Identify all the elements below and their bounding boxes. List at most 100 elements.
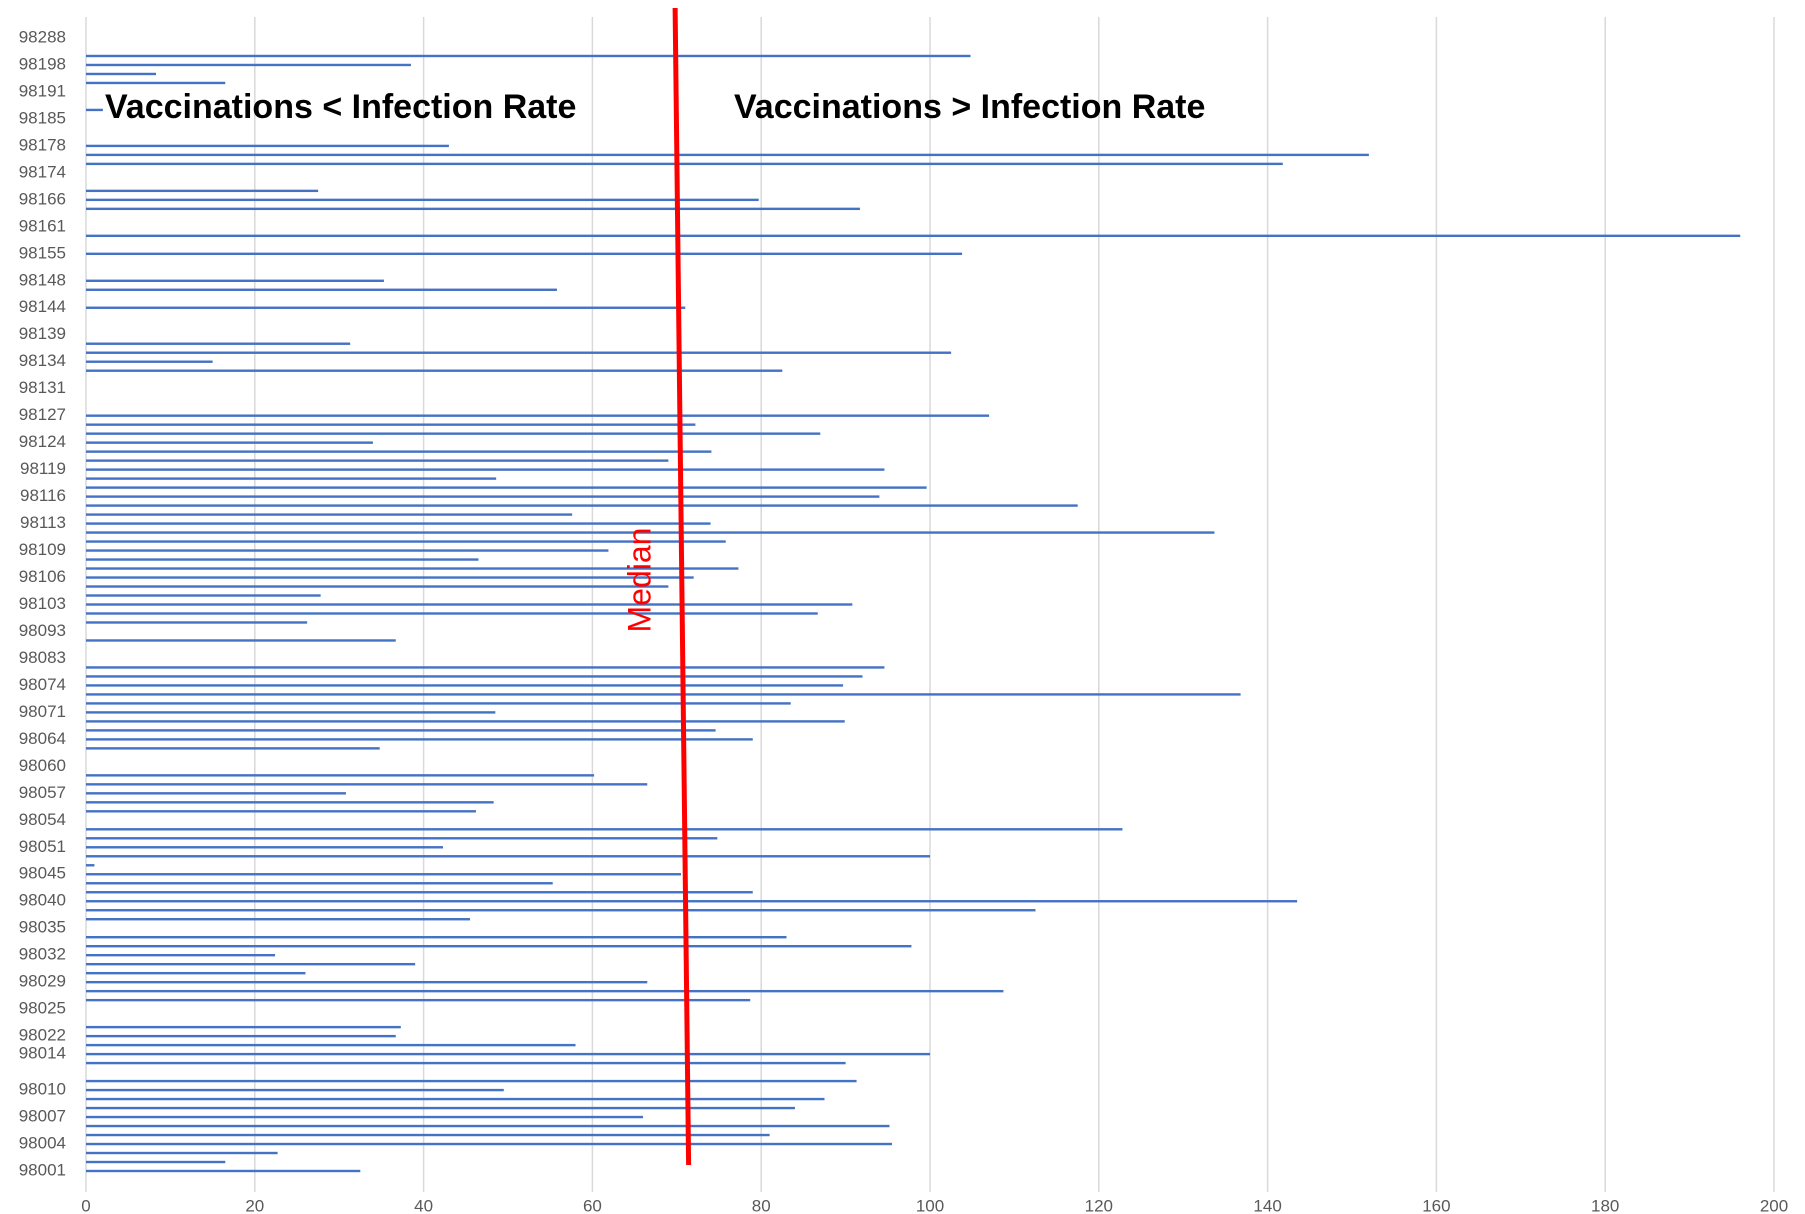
- bar: [86, 909, 1036, 912]
- y-tick-label: 98148: [19, 270, 66, 289]
- bar: [86, 639, 396, 642]
- bar: [86, 153, 1369, 157]
- bar: [86, 953, 276, 957]
- bar: [86, 1043, 576, 1047]
- x-tick-label: 0: [81, 1196, 90, 1214]
- bar: [86, 522, 711, 525]
- x-tick-label: 180: [1591, 1196, 1619, 1214]
- bar: [86, 612, 818, 615]
- bar: [86, 882, 553, 885]
- y-tick-label: 98083: [19, 648, 66, 667]
- y-tick-label: 98191: [19, 81, 66, 100]
- bar: [86, 738, 753, 741]
- y-tick-label: 98113: [20, 513, 66, 532]
- y-tick-label: 98124: [19, 432, 66, 451]
- bar: [86, 540, 726, 543]
- bar: [86, 1160, 226, 1164]
- y-tick-label: 98014: [19, 1044, 66, 1063]
- bar: [86, 414, 990, 417]
- bar: [86, 603, 853, 606]
- y-tick-label: 98029: [19, 972, 66, 991]
- x-tick-label: 40: [414, 1196, 433, 1214]
- bar: [86, 801, 494, 804]
- bar: [86, 1133, 770, 1137]
- y-tick-label: 98060: [19, 756, 66, 775]
- bar: [86, 189, 319, 193]
- annotation-left: Vaccinations < Infection Rate: [105, 88, 576, 126]
- bar: [86, 207, 860, 211]
- bar: [86, 720, 845, 723]
- y-tick-label: 98144: [19, 297, 66, 316]
- x-tick-label: 80: [752, 1196, 771, 1214]
- bar: [86, 162, 1283, 166]
- bar: [86, 72, 157, 76]
- y-tick-label: 98022: [19, 1026, 66, 1045]
- bar: [86, 576, 694, 579]
- bar: [86, 288, 557, 291]
- bar: [86, 962, 416, 966]
- bar: [86, 81, 226, 85]
- bar: [86, 279, 384, 282]
- bar: [86, 234, 1741, 238]
- bar: [86, 936, 787, 939]
- bar: [86, 621, 308, 624]
- bar: [86, 783, 648, 786]
- bar: [86, 900, 1298, 903]
- bar: [86, 711, 496, 714]
- y-tick-label: 98071: [19, 702, 66, 721]
- bar: [86, 432, 821, 435]
- y-tick-label: 98174: [19, 162, 66, 181]
- y-tick-label: 98004: [19, 1134, 66, 1153]
- bar: [86, 54, 971, 58]
- y-tick-label: 98166: [19, 189, 66, 208]
- y-tick-label: 98185: [19, 108, 66, 127]
- y-tick-label: 98155: [19, 243, 66, 262]
- y-tick-label: 98007: [19, 1107, 66, 1126]
- median-line: [672, 7, 692, 1166]
- bar: [86, 1034, 396, 1038]
- bar: [86, 702, 791, 705]
- y-tick-label: 98103: [19, 594, 66, 613]
- y-tick-label: 98139: [19, 324, 66, 343]
- y-tick-label: 98032: [19, 945, 66, 964]
- bar: [86, 944, 912, 948]
- y-tick-label: 98035: [19, 918, 66, 937]
- bar: [86, 1088, 504, 1092]
- bar: [86, 1052, 930, 1056]
- y-tick-label: 98116: [20, 486, 66, 505]
- bar: [86, 1097, 825, 1101]
- y-tick-label: 98106: [19, 567, 66, 586]
- y-tick-label: 98288: [19, 27, 66, 46]
- bar: [86, 1151, 278, 1155]
- bar: [86, 810, 476, 813]
- bar: [86, 1115, 644, 1119]
- x-tick-label: 200: [1760, 1196, 1788, 1214]
- bar: [86, 855, 930, 858]
- y-tick-label: 98040: [19, 891, 66, 910]
- bar: [86, 774, 595, 777]
- y-tick-label: 98054: [19, 810, 66, 829]
- y-tick-label: 98057: [19, 783, 66, 802]
- y-tick-label: 98064: [19, 729, 66, 748]
- y-tick-label: 98045: [19, 864, 66, 883]
- bar: [86, 144, 449, 148]
- y-tick-label: 98001: [19, 1160, 66, 1179]
- bar: [86, 441, 373, 444]
- y-tick-label: 98178: [19, 135, 66, 154]
- bar: [86, 846, 444, 849]
- bar: [86, 549, 609, 552]
- bar: [86, 504, 1078, 507]
- bar: [86, 450, 712, 453]
- bar: [86, 459, 669, 462]
- bar: [86, 558, 479, 561]
- x-tick-label: 160: [1422, 1196, 1450, 1214]
- y-tick-label: 98134: [19, 351, 66, 370]
- bar: [86, 1106, 795, 1110]
- bar: [86, 342, 351, 345]
- bar: [86, 1025, 401, 1029]
- bar: [86, 495, 880, 498]
- bar: [86, 666, 885, 669]
- x-tick-label: 140: [1253, 1196, 1281, 1214]
- bar: [86, 369, 783, 372]
